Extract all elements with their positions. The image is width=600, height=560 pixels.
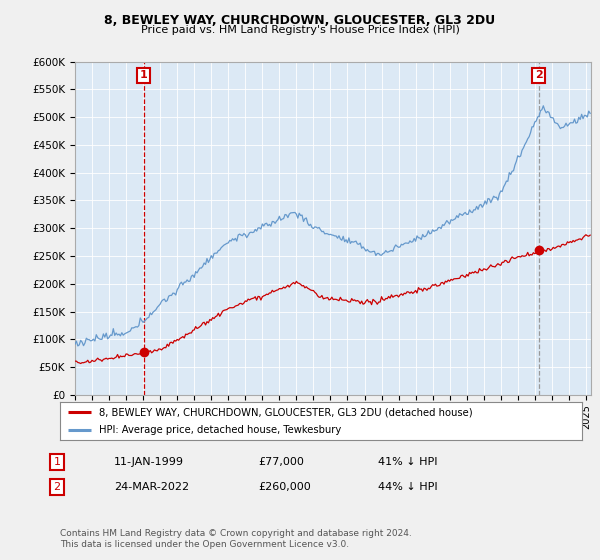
Text: 2: 2: [53, 482, 61, 492]
Text: 1: 1: [140, 71, 148, 81]
Text: 24-MAR-2022: 24-MAR-2022: [114, 482, 189, 492]
Text: 8, BEWLEY WAY, CHURCHDOWN, GLOUCESTER, GL3 2DU: 8, BEWLEY WAY, CHURCHDOWN, GLOUCESTER, G…: [104, 14, 496, 27]
Text: 11-JAN-1999: 11-JAN-1999: [114, 457, 184, 467]
Text: 8, BEWLEY WAY, CHURCHDOWN, GLOUCESTER, GL3 2DU (detached house): 8, BEWLEY WAY, CHURCHDOWN, GLOUCESTER, G…: [99, 407, 473, 417]
Text: Price paid vs. HM Land Registry's House Price Index (HPI): Price paid vs. HM Land Registry's House …: [140, 25, 460, 35]
Text: Contains HM Land Registry data © Crown copyright and database right 2024.
This d: Contains HM Land Registry data © Crown c…: [60, 529, 412, 549]
Text: 1: 1: [53, 457, 61, 467]
Text: 2: 2: [535, 71, 542, 81]
Text: 41% ↓ HPI: 41% ↓ HPI: [378, 457, 437, 467]
Text: 44% ↓ HPI: 44% ↓ HPI: [378, 482, 437, 492]
Text: £260,000: £260,000: [258, 482, 311, 492]
Text: HPI: Average price, detached house, Tewkesbury: HPI: Average price, detached house, Tewk…: [99, 425, 341, 435]
Text: £77,000: £77,000: [258, 457, 304, 467]
